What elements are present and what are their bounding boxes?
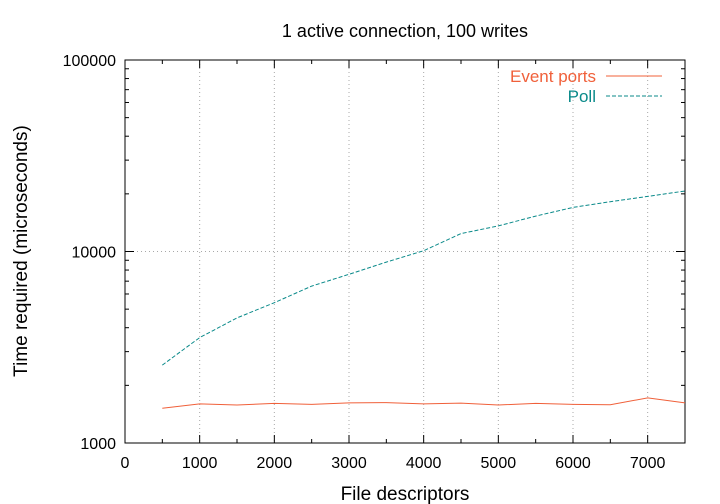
x-tick-label: 6000: [555, 455, 591, 472]
x-tick-label: 2000: [257, 455, 293, 472]
y-tick-label: 100000: [63, 53, 116, 70]
x-tick-label: 3000: [331, 455, 367, 472]
y-axis-label: Time required (microseconds): [11, 125, 32, 377]
series-line-event-ports: [162, 397, 686, 409]
x-tick-label: 7000: [630, 455, 666, 472]
y-tick-label: 1000: [80, 436, 116, 453]
x-tick-label: 5000: [481, 455, 517, 472]
legend-label: Poll: [568, 87, 596, 106]
series-lines: [162, 190, 686, 409]
grid: [125, 60, 685, 443]
series-line-poll: [162, 190, 686, 366]
x-tick-label: 0: [121, 455, 130, 472]
y-tick-label: 10000: [72, 245, 117, 262]
axis-ticks: 0 1000 2000 3000 4000 5000 6000 7000 1000 10000 10…: [63, 53, 685, 472]
x-axis-label: File descriptors: [341, 484, 470, 504]
x-tick-label: 4000: [406, 455, 442, 472]
legend-label: Event ports: [510, 67, 596, 86]
chart-title: 1 active connection, 100 writes: [282, 21, 528, 41]
x-tick-label: 1000: [182, 455, 218, 472]
